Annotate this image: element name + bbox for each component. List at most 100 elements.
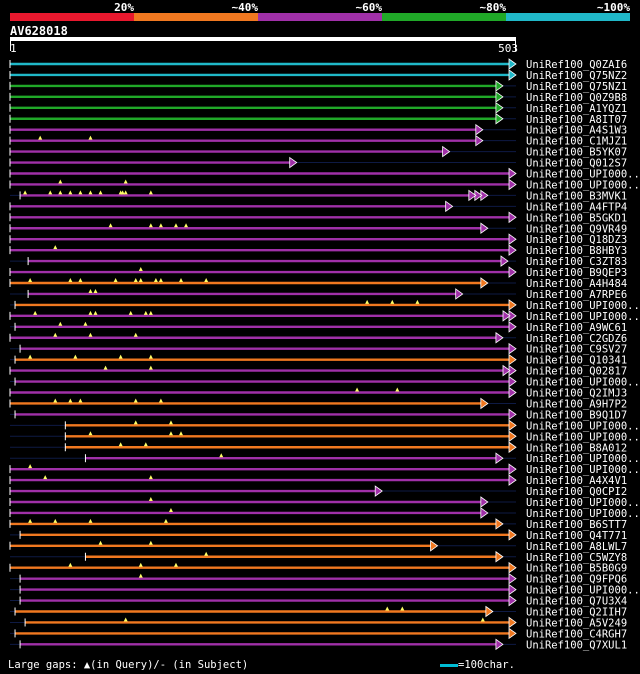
query-gap-marker: [123, 617, 128, 622]
hit-label: UniRef100_A9H7P2: [526, 398, 627, 410]
query-gap-marker: [78, 278, 83, 282]
hit-label: UniRef100_A5V249: [526, 617, 627, 629]
query-gap-marker: [148, 223, 153, 228]
hit-arrowhead: [508, 572, 517, 585]
query-gap-marker: [133, 398, 138, 403]
hit-label: UniRef100_B5B0G9: [526, 563, 627, 575]
query-gap-marker: [158, 278, 163, 282]
query-gap-marker: [143, 442, 148, 447]
query-gap-marker: [219, 453, 224, 458]
query-gap-marker: [128, 310, 133, 315]
query-gap-marker: [153, 278, 158, 282]
query-gap-marker: [148, 365, 153, 370]
hit-arrowhead: [495, 550, 504, 563]
identity-legend-bar: 20% ~40% ~60% ~80% ~100%: [10, 0, 630, 22]
query-gap-marker: [390, 299, 395, 304]
hit-label: UniRef100_C9SV27: [526, 344, 627, 356]
query-gap-marker: [148, 540, 153, 545]
query-gap-marker: [204, 278, 209, 282]
legend-segment: [506, 13, 630, 21]
hit-label: UniRef100_UPI000..: [526, 464, 640, 476]
large-gaps-legend: Large gaps: ▲(in Query)/- (in Subject): [8, 659, 249, 671]
hit-label: UniRef100_A8IT07: [526, 114, 627, 126]
query-gap-marker: [43, 475, 48, 480]
hit-arrowhead: [495, 452, 504, 464]
hit-arrowhead: [508, 594, 517, 607]
hit-arrowhead: [508, 430, 517, 443]
ruler-end-label: 503: [498, 42, 518, 55]
hit-arrowhead: [289, 156, 298, 169]
hit-arrowhead: [480, 277, 489, 289]
query-gap-marker: [93, 288, 98, 293]
query-gap-marker: [58, 190, 63, 195]
hit-label: UniRef100_UPI000..: [526, 497, 640, 509]
legend-segment: [10, 13, 134, 21]
ruler-start-tick: [10, 41, 11, 51]
query-gap-marker: [158, 223, 163, 228]
hit-arrowhead: [508, 583, 517, 596]
hit-arrowhead: [508, 321, 517, 333]
query-gap-marker: [83, 321, 88, 326]
hit-arrowhead: [508, 58, 517, 70]
query-name: AV628018: [10, 24, 68, 38]
query-gap-marker: [148, 190, 153, 195]
query-gap-marker: [148, 497, 153, 501]
hit-arrowhead: [508, 408, 517, 421]
query-gap-marker: [148, 310, 153, 315]
legend-label: 20%: [114, 1, 134, 14]
query-gap-marker: [103, 365, 108, 370]
hit-arrowhead: [508, 178, 517, 191]
hit-label: UniRef100_Q7XUL1: [526, 639, 627, 651]
hit-label: UniRef100_B9Q1D7: [526, 409, 627, 421]
scale-key-label: =100char.: [458, 659, 515, 671]
hit-arrowhead: [508, 561, 517, 574]
query-gap-marker: [68, 190, 73, 195]
hit-arrowhead: [468, 189, 477, 202]
query-gap-marker: [173, 562, 178, 567]
query-gap-marker: [148, 354, 153, 359]
hit-label: UniRef100_B8A012: [526, 442, 627, 454]
query-gap-marker: [88, 431, 93, 436]
hit-label: UniRef100_Q0ZAI6: [526, 59, 627, 71]
hit-label: UniRef100_A9WC61: [526, 322, 627, 334]
hit-label: UniRef100_UPI000..: [526, 453, 640, 465]
query-gap-marker: [168, 420, 173, 425]
query-gap-marker: [184, 223, 189, 228]
query-gap-marker: [138, 573, 143, 578]
query-gap-marker: [53, 245, 58, 250]
query-gap-marker: [88, 518, 93, 523]
hit-label: UniRef100_C4RGH7: [526, 628, 627, 640]
hit-label: UniRef100_UPI000..: [526, 585, 640, 597]
hit-arrowhead: [508, 441, 517, 454]
query-gap-marker: [123, 179, 128, 184]
query-gap-marker: [68, 278, 73, 282]
query-gap-marker: [173, 223, 178, 228]
query-gap-marker: [78, 190, 83, 195]
query-gap-marker: [58, 321, 63, 326]
hit-label: UniRef100_A7RPE6: [526, 289, 627, 301]
query-gap-marker: [98, 540, 103, 545]
hit-arrowhead: [495, 112, 504, 125]
hit-label: UniRef100_Q7U3X4: [526, 596, 627, 608]
query-gap-marker: [53, 332, 58, 337]
hit-label: UniRef100_UPI000..: [526, 169, 640, 181]
query-gap-marker: [53, 518, 58, 523]
hit-label: UniRef100_A4X4V1: [526, 475, 627, 487]
hit-arrowhead: [508, 233, 517, 245]
hit-label: UniRef100_Q4T771: [526, 530, 627, 542]
query-gap-marker: [118, 442, 123, 447]
hit-arrowhead: [445, 200, 454, 213]
hit-arrowhead: [508, 244, 517, 256]
query-gap-marker: [23, 190, 28, 195]
query-gap-marker: [120, 190, 125, 195]
hit-label: UniRef100_A8LWL7: [526, 541, 627, 553]
hit-label: UniRef100_UPI000..: [526, 300, 640, 312]
query-gap-marker: [143, 310, 148, 315]
hit-arrowhead: [374, 485, 383, 497]
hit-label: UniRef100_B5GKD1: [526, 212, 627, 224]
query-gap-marker: [118, 354, 123, 359]
legend-segment: [382, 13, 506, 21]
hit-label: UniRef100_C5WZY8: [526, 552, 627, 564]
hit-label: UniRef100_C1MJZ1: [526, 136, 627, 148]
hit-arrowhead: [508, 375, 517, 388]
